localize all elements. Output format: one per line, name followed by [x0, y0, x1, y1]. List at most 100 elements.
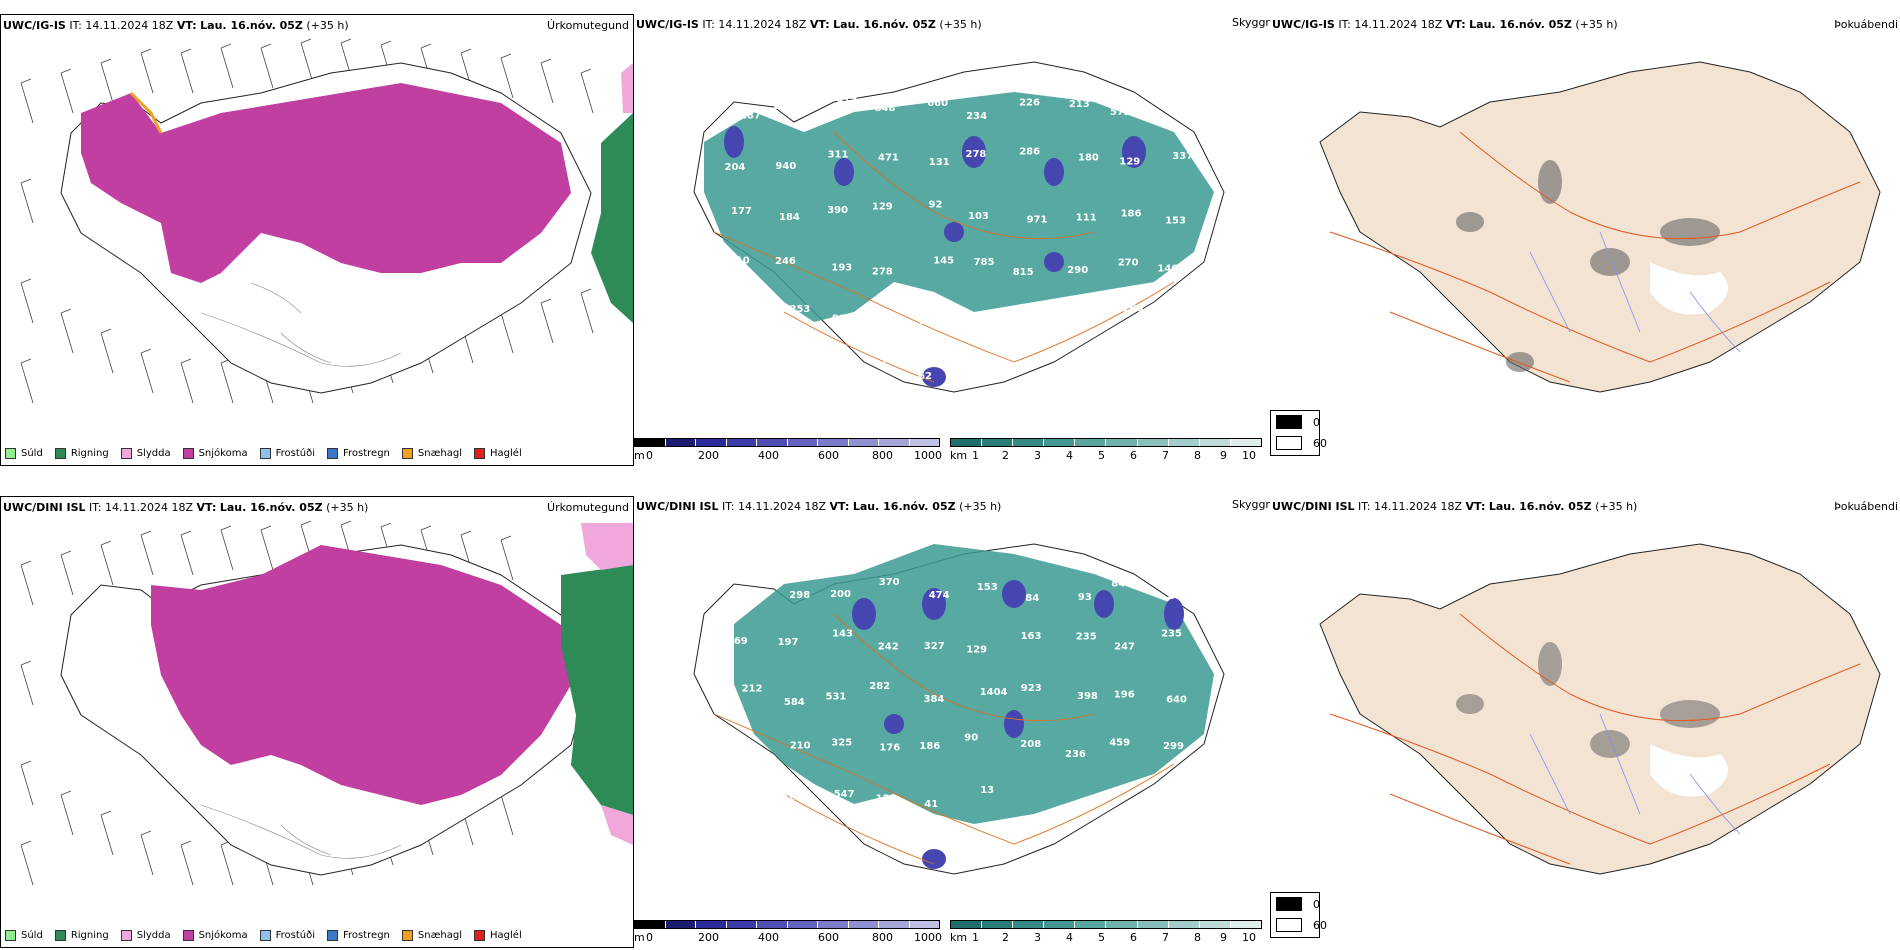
colorbar-segment	[665, 439, 696, 446]
colorbar-segment	[787, 921, 818, 928]
colorbar-segment	[635, 439, 666, 446]
colorbar-unit: km	[950, 931, 968, 944]
fog-map	[1319, 543, 1881, 875]
panel-header: UWC/DINI ISL IT: 14.11.2024 18Z VT: Lau.…	[1272, 500, 1638, 513]
cloud-panel-row2: UWC/DINI ISL IT: 14.11.2024 18Z VT: Lau.…	[634, 496, 1270, 948]
cloud-base-value: 160	[1122, 304, 1143, 315]
colorbar-segment	[696, 439, 727, 446]
colorbar-segment	[879, 921, 910, 928]
fog-legend: 0 60	[1270, 892, 1327, 938]
cloud-base-value: 209	[1161, 99, 1182, 110]
tick-2: 2	[1002, 931, 1009, 944]
tick-0: 0	[646, 449, 653, 462]
fog-legend: 0 60	[1270, 410, 1327, 456]
legend-item-frostregn: Frostregn	[327, 930, 390, 941]
cloud-base-value: 246	[775, 256, 796, 267]
cloud-base-value: 226	[1019, 97, 1040, 108]
cloud-base-value: 41	[924, 799, 938, 810]
cloud-base-value: 269	[727, 636, 748, 647]
low-cloud-patches	[724, 126, 1146, 387]
colorbar-segment	[1044, 921, 1076, 928]
cloud-base-value: 917	[836, 97, 857, 108]
cloud-base-value: 129	[872, 201, 893, 212]
rivers	[1529, 231, 1741, 353]
fog-swatch-60	[1276, 918, 1302, 932]
cloud-base-value: 62	[918, 371, 932, 382]
sleet-area-east	[601, 805, 633, 845]
glacier-white	[1650, 262, 1728, 315]
cloud-base-value: 370	[879, 577, 900, 588]
cloud-base-value: 212	[742, 683, 763, 694]
tick-400: 400	[758, 931, 779, 944]
cloud-base-value: 815	[1013, 267, 1034, 278]
cloud-base-value: 940	[775, 161, 796, 172]
variable-label: Skyggni	[1232, 498, 1270, 511]
tick-8: 8	[1194, 931, 1201, 944]
fog-value-60: 60	[1313, 437, 1327, 450]
cloud-base-value: 247	[1114, 642, 1135, 653]
rain-area	[561, 565, 633, 815]
colorbar-segment	[1075, 439, 1107, 446]
cloud-base-value: 186	[1121, 209, 1142, 220]
legend-item-haglel: Haglél	[474, 448, 522, 459]
legend-swatch	[54, 930, 66, 941]
cloud-base-value: 133	[876, 794, 897, 805]
cloud-base-value: 848	[875, 103, 896, 114]
tick-10: 10	[1242, 449, 1256, 462]
legend-swatch	[5, 930, 16, 941]
cloud-base-value: 923	[1021, 683, 1042, 694]
cloud-base-value: 180	[1078, 153, 1099, 164]
colorbar-segment	[635, 921, 666, 928]
precip-map	[20, 38, 633, 404]
cloud-base-value: 163	[1021, 631, 1042, 642]
tick-1000: 1000	[914, 449, 942, 462]
colorbar-segment	[909, 921, 939, 928]
cloud-base-value: 103	[968, 211, 989, 222]
cloud-base-value: 234	[966, 111, 987, 122]
roads	[713, 131, 1175, 383]
legend-swatch	[401, 448, 413, 459]
cloud-base-value: 278	[966, 149, 987, 160]
colorbar-segment	[696, 921, 727, 928]
cloud-base-value: 197	[778, 637, 799, 648]
colorbar-segment	[1013, 439, 1045, 446]
cloud-base-value: 474	[929, 590, 950, 601]
tick-600: 600	[818, 449, 839, 462]
cloud-base-value: 208	[966, 320, 987, 331]
legend-swatch	[182, 930, 194, 941]
tick-1000: 1000	[914, 931, 942, 944]
colorbar-segment	[1137, 439, 1169, 446]
cloud-base-value: 971	[1027, 215, 1048, 226]
tick-400: 400	[758, 449, 779, 462]
cloud-base-value: 187	[740, 111, 761, 122]
legend-swatch	[5, 448, 16, 459]
tick-8: 8	[1194, 449, 1201, 462]
legend-item-snaehagl: Snæhagl	[401, 930, 462, 941]
colorbar-segment	[787, 439, 818, 446]
cloud-base-numbers: 357 298 200 370 474 153 84 93 84 84 269 197 143 242 32…	[727, 577, 1187, 810]
tick-800: 800	[872, 449, 893, 462]
colorbar-segment	[1106, 439, 1138, 446]
cloud-base-value: 146	[1157, 263, 1178, 274]
tick-6: 6	[1130, 449, 1137, 462]
cloud-base-value: 785	[974, 257, 995, 268]
legend-item-frostudi: Frostúði	[259, 930, 315, 941]
cloud-base-value: 193	[831, 262, 852, 273]
cloud-base-value: 531	[826, 692, 847, 703]
cloud-base-value: 84	[1168, 591, 1182, 602]
sleet-area	[621, 63, 633, 113]
tick-2: 2	[1002, 449, 1009, 462]
fog-value-60: 60	[1313, 919, 1327, 932]
low-cloud-patches	[852, 580, 1184, 869]
colorbar-segment	[1230, 921, 1261, 928]
colorbar-segment	[1044, 439, 1076, 446]
colorbar-segment	[909, 439, 939, 446]
visibility-area	[704, 92, 1214, 322]
cloud-base-value: 357	[740, 591, 761, 602]
colorbar-segment	[726, 921, 757, 928]
cloud-base-numbers: 187 279 917 848 660 234 226 213 573 209 204 940 311 4…	[725, 97, 1194, 383]
cloud-base-value: 398	[1077, 691, 1098, 702]
fog-shading	[1456, 160, 1720, 372]
tick-200: 200	[698, 449, 719, 462]
colorbar-segment	[982, 921, 1014, 928]
